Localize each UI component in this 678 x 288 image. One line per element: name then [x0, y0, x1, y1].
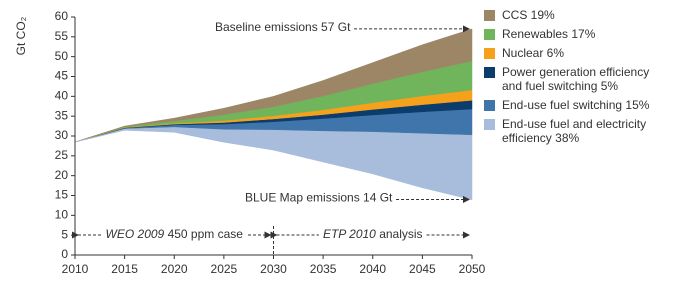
annotation: BLUE Map emissions 14 Gt — [245, 191, 393, 205]
period-label-italic: ETP 2010 — [323, 227, 376, 241]
y-tick-label: 0 — [61, 247, 68, 261]
y-tick-label: 40 — [55, 89, 69, 103]
period-label-text: analysis — [379, 227, 422, 241]
legend-label: End-use fuel switching 15% — [502, 98, 650, 112]
x-tick-label: 2040 — [359, 262, 386, 276]
legend-swatch — [484, 48, 495, 59]
annotation: Baseline emissions 57 Gt — [215, 20, 351, 34]
y-tick-label: 10 — [55, 208, 69, 222]
y-tick-label: 20 — [55, 168, 69, 182]
x-tick-label: 2045 — [409, 262, 436, 276]
legend-item: CCS 19% — [484, 8, 667, 22]
period-label: ETP 2010 analysis — [323, 227, 423, 241]
x-tick-label: 2015 — [111, 262, 138, 276]
legend: CCS 19% Renewables 17% Nuclear 6% Power gen… — [484, 8, 674, 150]
legend-swatch — [484, 10, 495, 21]
label-bg — [318, 227, 427, 242]
area — [74, 126, 473, 200]
legend-label: Nuclear 6% — [502, 46, 565, 60]
legend-item: Power generation efficiency and fuel swi… — [484, 65, 667, 93]
blue-map-line — [74, 129, 473, 200]
x-tick-label: 2020 — [161, 262, 188, 276]
period-label: WEO 2009 450 ppm case — [106, 227, 244, 241]
x-tick-label: 2050 — [459, 262, 486, 276]
legend-item: Renewables 17% — [484, 27, 667, 41]
x-tick-label: 2035 — [310, 262, 337, 276]
y-tick-label: 50 — [55, 49, 69, 63]
y-tick-label: 25 — [55, 148, 69, 162]
area — [74, 28, 473, 143]
y-tick-label: 35 — [55, 108, 69, 122]
x-tick-label: 2030 — [260, 262, 287, 276]
y-tick-label: 15 — [55, 188, 69, 202]
y-tick-label: 30 — [55, 128, 69, 142]
legend-swatch — [484, 29, 495, 40]
y-tick-label: 5 — [61, 227, 68, 241]
y-axis-label: Gt CO₂ — [14, 16, 28, 55]
y-tick-label: 45 — [55, 69, 69, 83]
y-tick-label: 60 — [55, 9, 69, 23]
y-tick-label: 55 — [55, 29, 69, 43]
legend-item: Nuclear 6% — [484, 46, 667, 60]
x-tick-label: 2010 — [62, 262, 89, 276]
legend-swatch — [484, 67, 495, 78]
legend-label: Power generation efficiency and fuel swi… — [502, 65, 650, 93]
legend-item: End-use fuel switching 15% — [484, 98, 667, 112]
legend-swatch — [484, 100, 495, 111]
legend-item: End-use fuel and electricity efficiency … — [484, 117, 667, 145]
legend-label: CCS 19% — [502, 8, 555, 22]
label-bg — [101, 227, 248, 242]
legend-swatch — [484, 119, 495, 130]
legend-label: Renewables 17% — [502, 27, 596, 41]
x-tick-label: 2025 — [211, 262, 238, 276]
period-label-italic: WEO 2009 — [106, 227, 165, 241]
legend-label: End-use fuel and electricity efficiency … — [502, 117, 647, 145]
period-label-text: 450 ppm case — [168, 227, 244, 241]
